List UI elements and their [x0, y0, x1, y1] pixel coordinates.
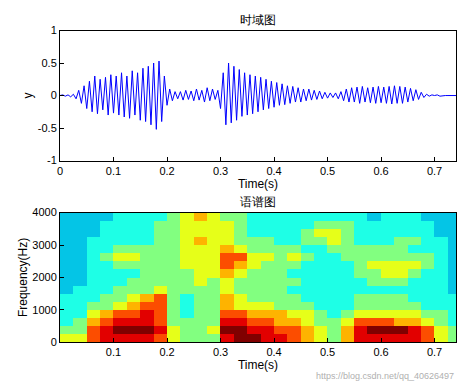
svg-text:2000: 2000: [32, 271, 56, 283]
svg-text:https://blog.csdn.net/qq_40626: https://blog.csdn.net/qq_40626497: [316, 371, 454, 381]
svg-text:0: 0: [57, 165, 63, 177]
svg-text:Frequency(Hz): Frequency(Hz): [16, 238, 30, 317]
svg-text:0.1: 0.1: [106, 165, 121, 177]
svg-text:Time(s): Time(s): [238, 358, 278, 372]
svg-text:0.7: 0.7: [427, 165, 442, 177]
svg-text:y: y: [21, 93, 35, 99]
svg-text:0.6: 0.6: [373, 346, 388, 358]
svg-text:3000: 3000: [32, 239, 56, 251]
svg-text:0.4: 0.4: [266, 165, 281, 177]
svg-text:0.2: 0.2: [159, 165, 174, 177]
svg-text:0.5: 0.5: [320, 346, 335, 358]
svg-text:1: 1: [51, 24, 57, 36]
svg-text:0.5: 0.5: [320, 165, 335, 177]
svg-text:0.4: 0.4: [266, 346, 281, 358]
svg-text:-0.5: -0.5: [38, 122, 57, 134]
svg-text:0.6: 0.6: [373, 165, 388, 177]
svg-text:语谱图: 语谱图: [240, 195, 276, 209]
svg-text:0: 0: [51, 89, 57, 101]
svg-text:0.3: 0.3: [213, 165, 228, 177]
svg-text:0.7: 0.7: [427, 346, 442, 358]
svg-text:时域图: 时域图: [240, 13, 276, 27]
svg-text:0.5: 0.5: [42, 57, 57, 69]
svg-text:0.3: 0.3: [213, 346, 228, 358]
svg-text:-1: -1: [47, 154, 57, 166]
svg-text:0.2: 0.2: [159, 346, 174, 358]
svg-text:0.1: 0.1: [106, 346, 121, 358]
svg-text:0: 0: [51, 336, 57, 348]
svg-text:4000: 4000: [32, 206, 56, 218]
svg-text:1000: 1000: [32, 304, 56, 316]
svg-text:Time(s): Time(s): [238, 177, 278, 191]
